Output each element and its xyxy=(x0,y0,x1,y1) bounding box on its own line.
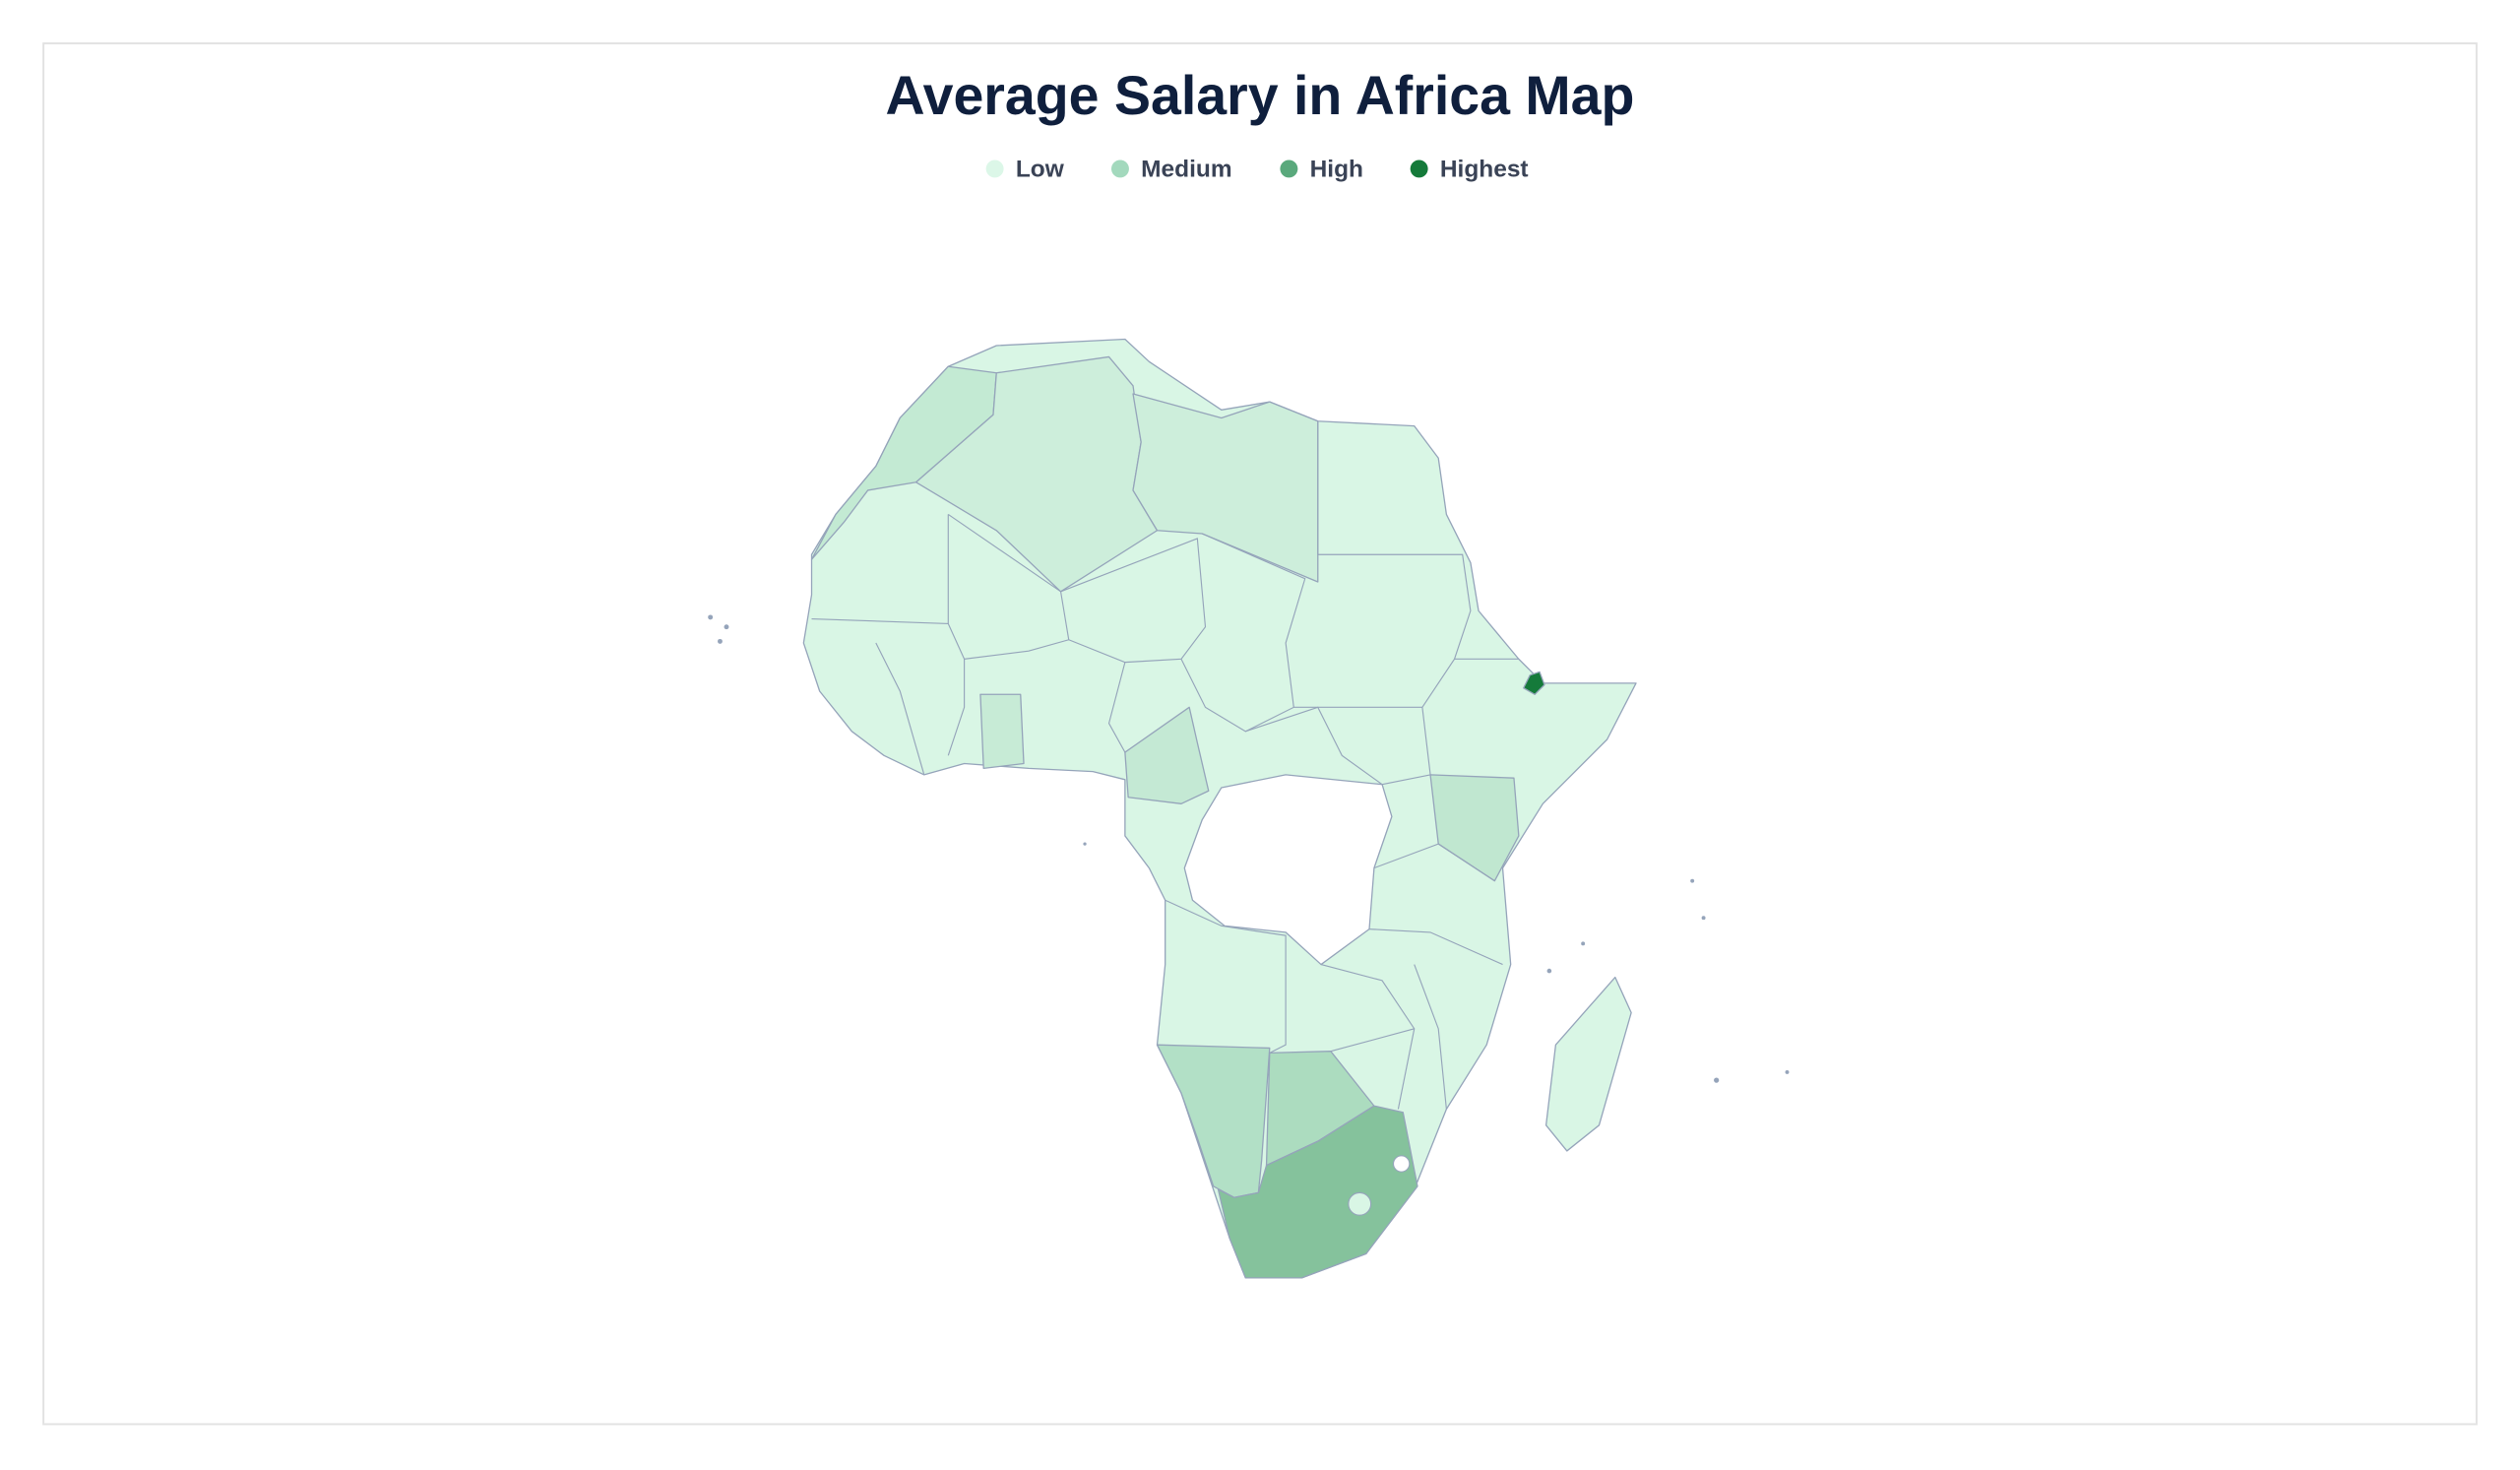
legend-label: High xyxy=(1310,157,1363,183)
africa-map xyxy=(708,338,1790,1279)
region-cameroon xyxy=(1124,706,1210,804)
legend-swatch xyxy=(1110,160,1129,178)
legend-swatch xyxy=(985,160,1004,178)
legend-swatch xyxy=(1410,160,1428,178)
legend-label: Highest xyxy=(1440,157,1529,183)
region-south-africa xyxy=(1217,1105,1418,1279)
region-ghana xyxy=(979,693,1025,770)
region-eswatini xyxy=(1392,1155,1411,1173)
region-morocco xyxy=(810,365,997,560)
legend-item[interactable]: Medium xyxy=(1110,157,1232,183)
region-madagascar xyxy=(1544,976,1632,1152)
legend-label: Low xyxy=(1016,157,1065,183)
legend-item[interactable]: Highest xyxy=(1410,157,1529,183)
country-borders xyxy=(811,420,1519,1110)
map-title: Average Salary in Africa Map xyxy=(886,65,1635,126)
islands xyxy=(708,614,1790,1083)
legend-swatch xyxy=(1280,160,1298,178)
legend-item[interactable]: High xyxy=(1280,157,1363,183)
legend-label: Medium xyxy=(1141,157,1231,183)
region-kenya xyxy=(1429,774,1520,882)
region-lesotho xyxy=(1348,1191,1372,1216)
region-djibouti xyxy=(1523,671,1545,695)
region-libya xyxy=(1132,393,1319,583)
legend: Low Medium High Highest xyxy=(985,157,1529,183)
legend-item[interactable]: Low xyxy=(985,157,1065,183)
